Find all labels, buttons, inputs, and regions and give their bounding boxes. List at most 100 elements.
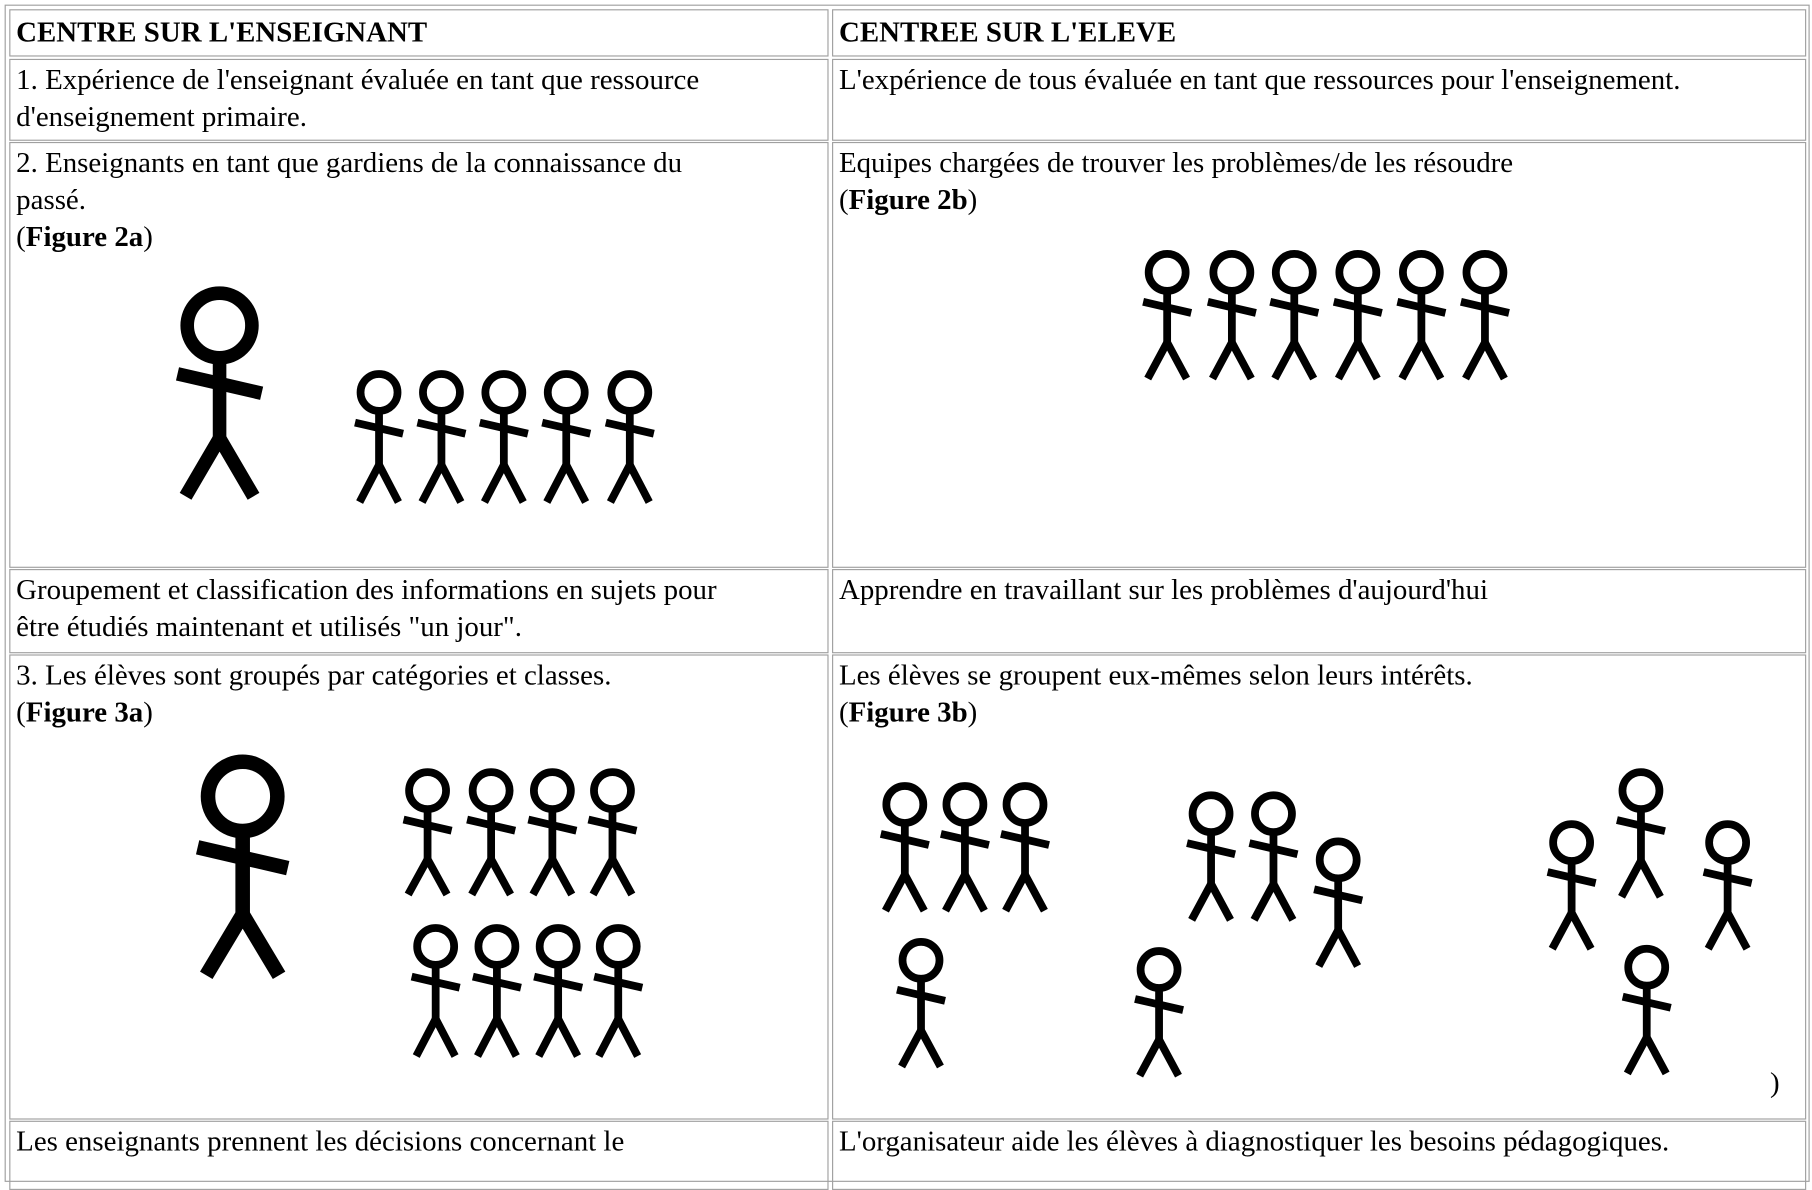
stick-figure-part bbox=[1396, 298, 1447, 317]
table-cell: Groupement et classification des informa… bbox=[9, 569, 829, 654]
stick-figure-part bbox=[527, 815, 578, 835]
stick-figure-part bbox=[1618, 852, 1664, 899]
stick-figure-part bbox=[1186, 839, 1236, 859]
stick-figure-part bbox=[175, 367, 264, 400]
header-cell: CENTREE SUR L'ELEVE bbox=[832, 9, 1807, 57]
stick-figure-part bbox=[354, 418, 404, 438]
stick-figure-part bbox=[418, 456, 465, 504]
parenthesis: ) bbox=[143, 697, 153, 729]
table-cell: L'expérience de tous évaluée en tant que… bbox=[832, 58, 1807, 141]
stick-figure-part bbox=[195, 840, 290, 876]
cell-text: d'enseignement primaire. bbox=[16, 101, 307, 133]
stick-figure-part bbox=[404, 851, 451, 897]
stick-figure-part bbox=[606, 456, 653, 504]
stick-figure-part bbox=[587, 815, 638, 835]
cell-text: 2. Enseignants en tant que gardiens de l… bbox=[16, 147, 683, 179]
stick-figure-part bbox=[478, 418, 529, 438]
stick-figure-part bbox=[1548, 904, 1595, 951]
stick-figure-part bbox=[1546, 868, 1597, 887]
cell-text: passé. bbox=[16, 184, 86, 216]
stick-figure-part bbox=[879, 830, 930, 849]
stick-figure-part bbox=[1704, 904, 1751, 951]
stick-figure-part bbox=[179, 424, 260, 500]
cell-text: 3. Les élèves sont groupés par catégorie… bbox=[16, 660, 612, 692]
stick-figure-part bbox=[1332, 298, 1383, 317]
parenthesis: ( bbox=[838, 184, 849, 216]
header-cell: CENTRE SUR L'ENSEIGNANT bbox=[9, 9, 829, 57]
stick-figure-part bbox=[416, 418, 467, 438]
stick-figure-part bbox=[1623, 1029, 1670, 1076]
stick-figure-part bbox=[543, 456, 590, 504]
stick-figure-part bbox=[1460, 298, 1510, 317]
stick-figure-part bbox=[1136, 1031, 1182, 1078]
table-cell: Les élèves se groupent eux-mêmes selon l… bbox=[832, 654, 1807, 1120]
stick-figure-part bbox=[1621, 992, 1672, 1012]
stick-figure-part bbox=[942, 866, 988, 913]
stray-text: ) bbox=[1770, 1067, 1780, 1099]
header-text: CENTREE SUR L'ELEVE bbox=[838, 17, 1177, 49]
figure-caption: (Figure 3b) bbox=[839, 695, 1799, 732]
stick-figure-part bbox=[533, 972, 584, 992]
cell-text: 1. Expérience de l'enseignant évaluée en… bbox=[16, 64, 700, 96]
stick-figure-part bbox=[1616, 816, 1666, 835]
table-cell: L'organisateur aide les élèves à diagnos… bbox=[832, 1120, 1807, 1190]
stick-figure-part bbox=[466, 815, 517, 835]
stick-figure-part bbox=[898, 1022, 944, 1069]
stick-figure-part bbox=[589, 851, 636, 897]
stick-figure-part bbox=[1188, 875, 1234, 922]
stick-figure-part bbox=[1134, 995, 1184, 1014]
parenthesis: ) bbox=[967, 697, 978, 729]
stick-figure-part bbox=[1000, 830, 1050, 849]
stick-figure-part bbox=[529, 851, 576, 897]
stick-figure-part bbox=[468, 851, 514, 897]
stick-figure-part bbox=[1462, 334, 1508, 381]
stick-figure-part bbox=[200, 900, 286, 980]
parenthesis: ( bbox=[838, 697, 849, 729]
stick-figure-part bbox=[410, 972, 461, 992]
stick-figure-part bbox=[1142, 298, 1193, 317]
stick-figure-part bbox=[1002, 866, 1048, 913]
stick-figure-part bbox=[604, 418, 655, 438]
table-cell: Les enseignants prennent les décisions c… bbox=[9, 1120, 829, 1190]
figure-label: Figure 2a bbox=[25, 221, 144, 253]
parenthesis: ) bbox=[143, 221, 153, 253]
stick-figure-part bbox=[1144, 334, 1190, 381]
cell-text: Equipes chargées de trouver les problème… bbox=[838, 147, 1514, 179]
stick-figure-part bbox=[1269, 298, 1320, 317]
stick-figure-part bbox=[1334, 334, 1381, 381]
stick-figure-part bbox=[402, 815, 453, 835]
parenthesis: ( bbox=[16, 221, 26, 253]
stick-figure-part bbox=[1313, 885, 1364, 905]
figure-caption: (Figure 2a) bbox=[16, 219, 821, 256]
stick-figure-part bbox=[1209, 334, 1255, 381]
stick-figure-part bbox=[1250, 875, 1297, 922]
parenthesis: ) bbox=[967, 184, 978, 216]
stick-figure-part bbox=[1315, 921, 1362, 968]
figure-caption: (Figure 3a) bbox=[16, 695, 821, 732]
table-cell: Equipes chargées de trouver les problème… bbox=[832, 141, 1807, 568]
cell-text: être étudiés maintenant et utilisés "un … bbox=[16, 611, 522, 643]
cell-text: Les élèves se groupent eux-mêmes selon l… bbox=[838, 660, 1473, 692]
cell-text: L'organisateur aide les élèves à diagnos… bbox=[838, 1126, 1670, 1158]
parenthesis: ( bbox=[16, 697, 26, 729]
stick-figure-part bbox=[593, 972, 644, 992]
stick-figure-part bbox=[595, 1010, 642, 1058]
figure-caption: (Figure 2b) bbox=[839, 182, 1799, 219]
cell-text: Les enseignants prennent les décisions c… bbox=[16, 1126, 625, 1158]
table-cell: 3. Les élèves sont groupés par catégorie… bbox=[9, 654, 829, 1120]
table-cell: Apprendre en travaillant sur les problèm… bbox=[832, 569, 1807, 654]
table-cell: 1. Expérience de l'enseignant évaluée en… bbox=[9, 58, 829, 141]
figure-label: Figure 2b bbox=[848, 184, 968, 216]
stick-figure-part bbox=[896, 985, 946, 1005]
stick-figure-part bbox=[940, 830, 990, 849]
stick-figure-part bbox=[1248, 839, 1299, 859]
cell-text: L'expérience de tous évaluée en tant que… bbox=[838, 64, 1681, 96]
stick-figure-part bbox=[412, 1010, 459, 1058]
stick-figure-part bbox=[535, 1010, 582, 1058]
stick-figure-part bbox=[1206, 298, 1257, 317]
cell-text: Groupement et classification des informa… bbox=[16, 574, 717, 606]
table-cell: 2. Enseignants en tant que gardiens de l… bbox=[9, 141, 829, 568]
stick-figure-part bbox=[541, 418, 592, 438]
